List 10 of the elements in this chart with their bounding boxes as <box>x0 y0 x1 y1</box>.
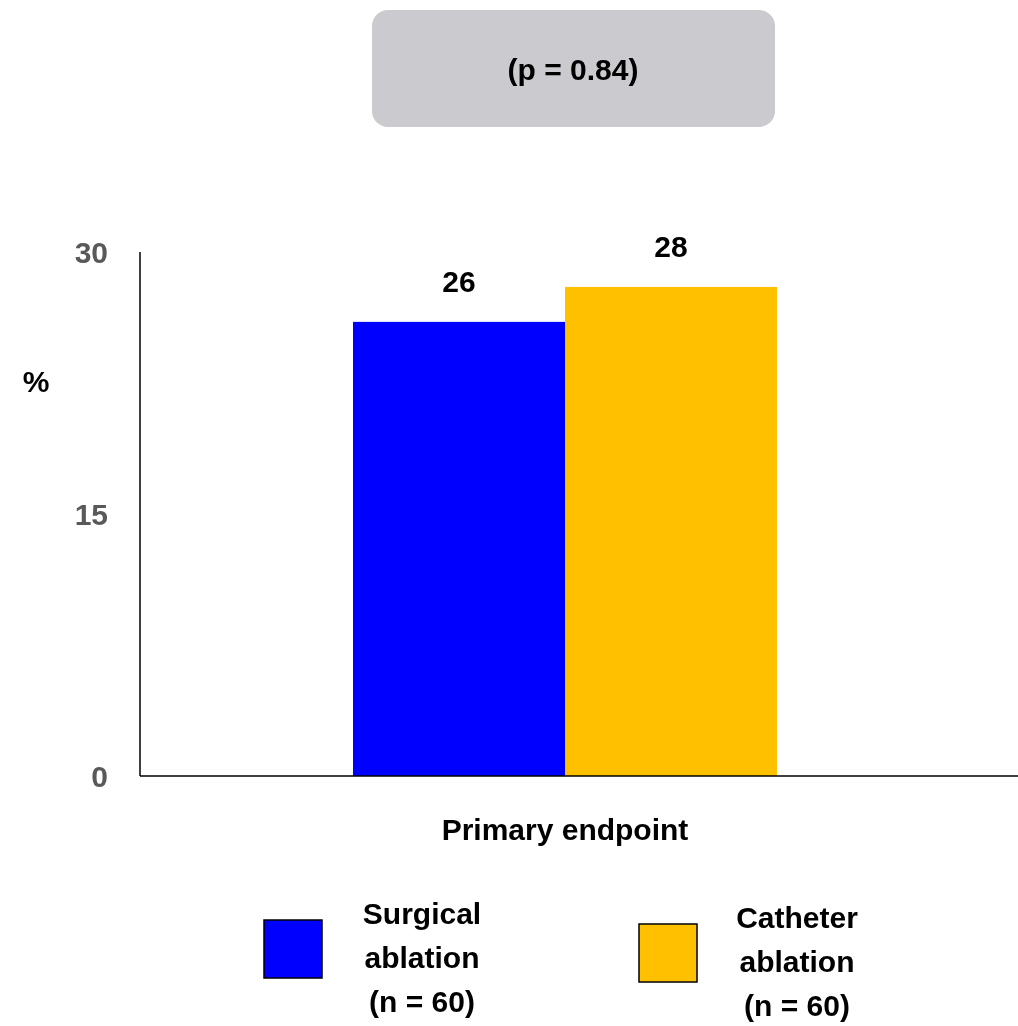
legend-label: Surgical ablation (n = 60) <box>362 897 482 1018</box>
y-tick-label: 15 <box>74 498 108 531</box>
legend-label: Catheter ablation (n = 60) <box>736 901 859 1022</box>
text: (p = 0.84) <box>507 53 639 86</box>
y-tick-label: 30 <box>74 236 108 269</box>
x-tick-label: Primary endpoint <box>441 813 689 846</box>
y-tick-label: 0 <box>91 760 108 793</box>
data-label: 26 <box>442 264 476 298</box>
data-label: 28 <box>654 229 688 263</box>
y-axis-title: % <box>22 365 50 398</box>
